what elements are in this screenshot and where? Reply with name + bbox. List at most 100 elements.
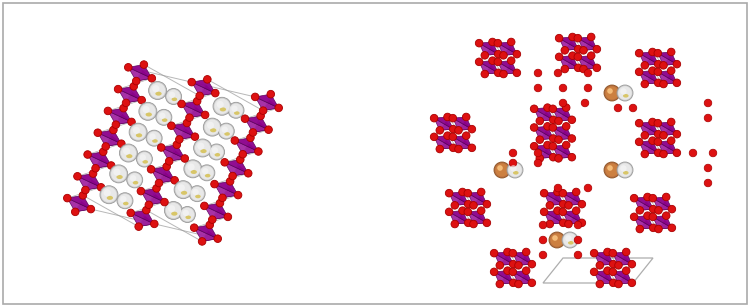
- Polygon shape: [513, 271, 532, 283]
- Circle shape: [160, 198, 168, 206]
- Polygon shape: [664, 126, 677, 135]
- Polygon shape: [594, 253, 613, 265]
- Circle shape: [590, 249, 598, 257]
- Circle shape: [596, 280, 604, 288]
- Polygon shape: [518, 257, 532, 265]
- Circle shape: [64, 194, 71, 202]
- Polygon shape: [136, 71, 152, 81]
- Circle shape: [605, 163, 619, 177]
- Circle shape: [129, 123, 147, 141]
- Polygon shape: [639, 141, 658, 153]
- Circle shape: [554, 69, 562, 77]
- Circle shape: [628, 260, 636, 268]
- Circle shape: [508, 38, 515, 46]
- Circle shape: [546, 201, 554, 209]
- Circle shape: [574, 64, 582, 72]
- Polygon shape: [88, 152, 111, 165]
- Circle shape: [574, 45, 582, 53]
- Circle shape: [203, 118, 221, 136]
- Circle shape: [470, 220, 477, 228]
- Circle shape: [145, 201, 153, 209]
- Ellipse shape: [133, 181, 138, 185]
- Polygon shape: [77, 176, 101, 190]
- Polygon shape: [95, 158, 111, 168]
- Polygon shape: [645, 75, 658, 84]
- Polygon shape: [212, 209, 228, 220]
- Circle shape: [459, 188, 466, 196]
- Circle shape: [111, 166, 126, 181]
- Circle shape: [205, 119, 220, 135]
- Circle shape: [124, 64, 132, 71]
- Polygon shape: [68, 195, 91, 209]
- Polygon shape: [559, 57, 578, 69]
- Circle shape: [563, 233, 577, 247]
- Polygon shape: [253, 122, 268, 132]
- Ellipse shape: [106, 196, 113, 200]
- Polygon shape: [225, 162, 248, 176]
- Circle shape: [560, 84, 567, 92]
- Polygon shape: [658, 123, 677, 135]
- Circle shape: [195, 140, 210, 156]
- Polygon shape: [568, 215, 582, 224]
- Circle shape: [660, 80, 668, 88]
- Polygon shape: [645, 126, 658, 135]
- Circle shape: [507, 162, 523, 178]
- Circle shape: [251, 93, 259, 101]
- Circle shape: [189, 186, 206, 202]
- Circle shape: [566, 235, 572, 242]
- Circle shape: [468, 144, 476, 152]
- Polygon shape: [473, 215, 487, 224]
- Circle shape: [514, 280, 522, 288]
- Polygon shape: [449, 211, 468, 223]
- Polygon shape: [553, 108, 572, 120]
- Polygon shape: [613, 252, 632, 264]
- Polygon shape: [562, 193, 582, 205]
- Circle shape: [113, 169, 121, 176]
- Circle shape: [153, 185, 160, 192]
- Polygon shape: [200, 85, 215, 96]
- Circle shape: [436, 126, 443, 134]
- Polygon shape: [172, 123, 195, 137]
- Polygon shape: [68, 198, 91, 212]
- Circle shape: [550, 154, 557, 161]
- Circle shape: [198, 238, 206, 245]
- Circle shape: [620, 88, 626, 95]
- Polygon shape: [594, 252, 613, 264]
- Polygon shape: [619, 275, 632, 284]
- Circle shape: [494, 69, 502, 77]
- Circle shape: [137, 152, 152, 166]
- Ellipse shape: [205, 174, 211, 177]
- Circle shape: [622, 248, 630, 256]
- Circle shape: [74, 173, 81, 180]
- Polygon shape: [263, 100, 279, 111]
- Polygon shape: [98, 130, 122, 144]
- Circle shape: [489, 57, 496, 64]
- Circle shape: [194, 139, 211, 157]
- Circle shape: [630, 213, 638, 221]
- Circle shape: [523, 267, 530, 274]
- Polygon shape: [578, 57, 597, 69]
- Polygon shape: [194, 228, 217, 241]
- Polygon shape: [458, 122, 472, 130]
- Circle shape: [494, 39, 502, 47]
- Polygon shape: [500, 275, 513, 284]
- Circle shape: [127, 172, 142, 188]
- Circle shape: [481, 70, 488, 78]
- Circle shape: [231, 137, 238, 144]
- Circle shape: [554, 207, 561, 215]
- Circle shape: [155, 179, 163, 187]
- Polygon shape: [544, 211, 563, 223]
- Circle shape: [224, 213, 232, 221]
- Polygon shape: [553, 145, 572, 157]
- Circle shape: [559, 208, 566, 216]
- Polygon shape: [639, 142, 658, 154]
- Circle shape: [133, 77, 140, 85]
- Circle shape: [100, 186, 118, 204]
- Circle shape: [121, 146, 136, 161]
- Ellipse shape: [123, 202, 128, 205]
- Circle shape: [497, 165, 502, 171]
- Circle shape: [186, 114, 194, 122]
- Circle shape: [644, 193, 651, 201]
- Polygon shape: [534, 127, 554, 140]
- Polygon shape: [559, 37, 578, 49]
